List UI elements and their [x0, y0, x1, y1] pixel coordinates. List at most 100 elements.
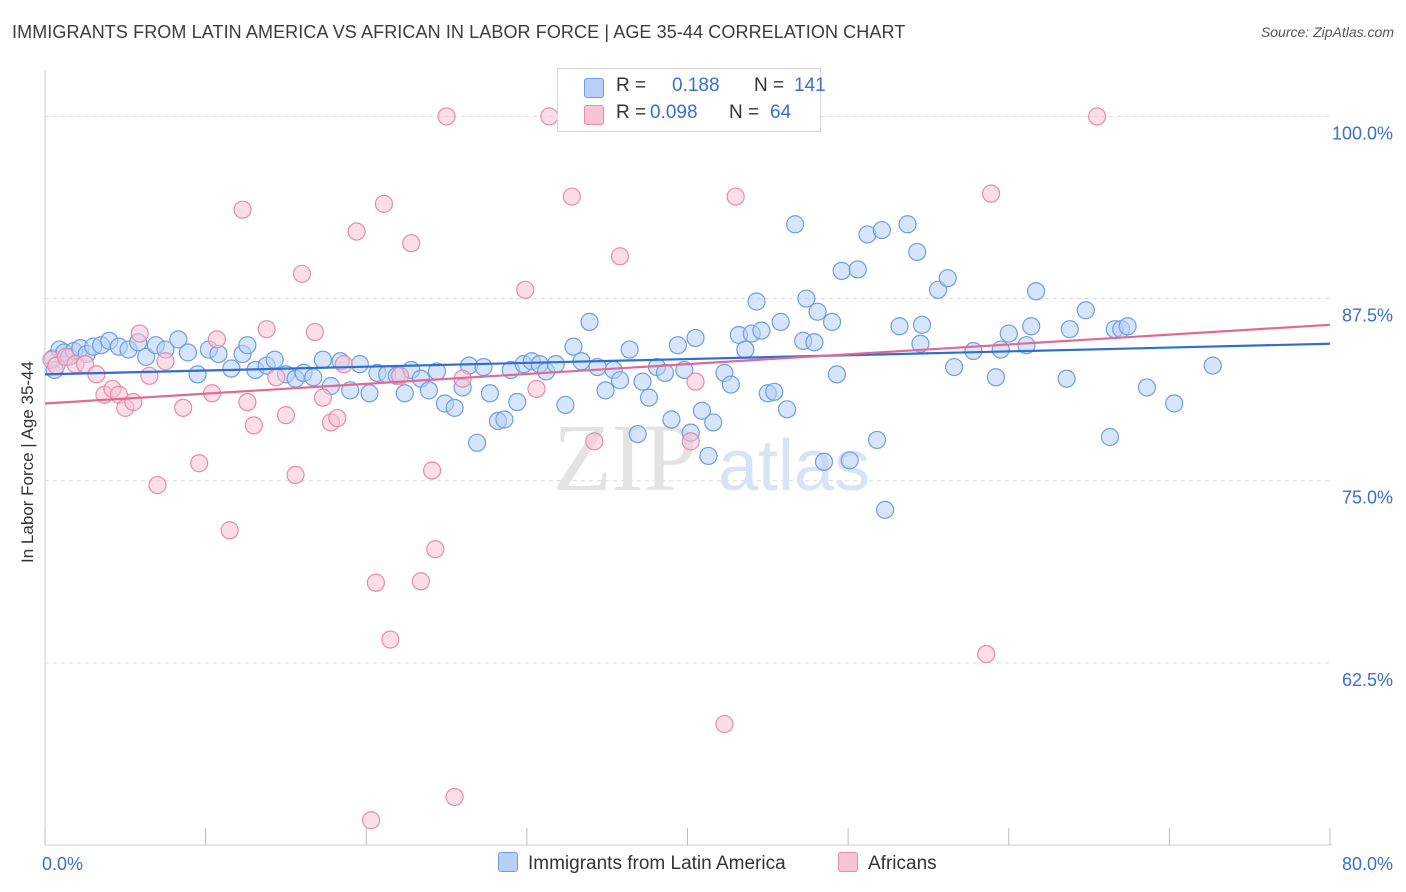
point-africans [267, 368, 286, 387]
point-latin-america [771, 312, 790, 331]
point-africans [374, 194, 394, 213]
point-africans [347, 222, 366, 241]
y-tick-label: 75.0% [1342, 488, 1393, 508]
point-latin-america [1017, 336, 1036, 355]
legend-n-value-2: 64 [770, 102, 792, 123]
point-latin-america [188, 365, 207, 384]
point-latin-america [1022, 317, 1041, 336]
point-latin-america [752, 321, 771, 340]
point-latin-america [699, 446, 718, 466]
point-latin-america [508, 392, 527, 412]
point-latin-america [474, 357, 493, 377]
point-latin-america [736, 340, 755, 359]
legend-r-value-2: 0.098 [650, 102, 698, 123]
point-africans [140, 366, 159, 385]
point-latin-america [178, 343, 198, 362]
point-latin-america [1100, 427, 1120, 447]
point-latin-america [580, 312, 599, 331]
point-africans [305, 322, 324, 342]
point-latin-america [827, 365, 846, 384]
point-latin-america [546, 355, 565, 374]
point-africans [390, 366, 410, 385]
point-africans [361, 811, 381, 830]
point-latin-america [704, 413, 723, 432]
bottom-legend-swatch-pink [838, 852, 858, 872]
point-africans [726, 187, 745, 206]
point-africans [190, 454, 209, 473]
point-latin-america [832, 261, 851, 280]
point-africans [686, 372, 705, 391]
point-latin-america [596, 381, 615, 400]
point-latin-america [668, 336, 687, 355]
point-latin-america [777, 400, 797, 419]
point-africans [328, 408, 347, 428]
point-africans [233, 200, 252, 219]
point-latin-america [911, 334, 930, 353]
point-latin-america [222, 359, 241, 378]
point-latin-america [556, 395, 575, 415]
point-africans [585, 432, 604, 451]
point-latin-america [1060, 320, 1079, 339]
point-latin-america [986, 368, 1006, 387]
point-latin-america [675, 360, 694, 380]
point-africans [540, 107, 559, 126]
point-latin-america [137, 347, 156, 366]
point-latin-america [662, 410, 681, 429]
point-africans [220, 521, 239, 540]
point-africans [423, 461, 442, 480]
legend-swatch-blue [584, 78, 604, 98]
point-latin-america [999, 324, 1018, 343]
bottom-legend-africans: Africans [838, 852, 937, 875]
point-latin-america [822, 312, 842, 331]
point-latin-america [1137, 378, 1156, 397]
point-latin-america [721, 375, 740, 394]
point-latin-america [848, 260, 867, 279]
source-credit: Source: ZipAtlas.com [1260, 24, 1394, 40]
bottom-legend-label-2: Africans [868, 853, 937, 874]
point-latin-america [1057, 369, 1076, 388]
point-latin-america [467, 433, 487, 452]
point-latin-america [445, 398, 464, 417]
point-latin-america [747, 292, 766, 311]
legend-swatch-pink [584, 105, 604, 125]
point-latin-america [655, 363, 675, 382]
point-latin-america [419, 381, 438, 400]
point-latin-america [395, 384, 414, 403]
legend: R = 0.188 N = 141 R = 0.098 N = 64 [557, 68, 826, 132]
gridlines [45, 115, 1330, 664]
point-africans [334, 355, 353, 374]
point-latin-america [945, 357, 964, 377]
point-latin-america [360, 384, 379, 403]
point-latin-america [938, 269, 957, 288]
trend-line-latin-america [44, 342, 1331, 376]
y-tick-label: 87.5% [1342, 306, 1393, 326]
point-latin-america [686, 328, 705, 348]
point-latin-america [620, 340, 639, 359]
point-africans [124, 392, 143, 412]
point-latin-america [238, 336, 257, 355]
legend-r-label-2: R = [616, 102, 647, 123]
bottom-legend-latin-america: Immigrants from Latin America [498, 852, 786, 875]
point-latin-america [890, 317, 909, 336]
point-latin-america [1076, 301, 1095, 320]
point-latin-america [765, 382, 784, 401]
legend-r-value-1: 0.188 [672, 75, 720, 96]
point-africans [148, 475, 167, 495]
point-africans [156, 352, 175, 371]
point-africans [527, 379, 546, 399]
point-africans [402, 234, 421, 253]
legend-n-value-1: 141 [794, 75, 826, 96]
point-latin-america [633, 372, 652, 391]
point-latin-america [495, 410, 514, 429]
point-africans [276, 406, 296, 425]
point-latin-america [1165, 394, 1184, 413]
point-africans [366, 573, 385, 592]
point-africans [437, 107, 456, 126]
point-latin-america [786, 215, 805, 234]
point-latin-america [872, 220, 891, 240]
point-latin-america [1118, 317, 1137, 336]
point-africans [313, 388, 332, 407]
point-latin-america [480, 384, 500, 403]
x-tick-label: 80.0% [1342, 854, 1393, 874]
